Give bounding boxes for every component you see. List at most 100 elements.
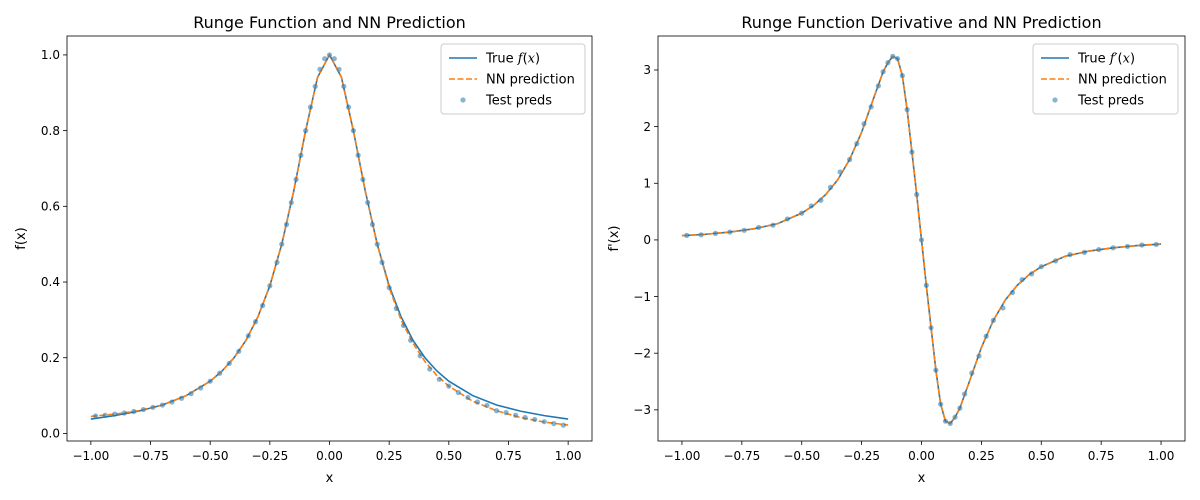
chart-right-test-point	[1139, 242, 1145, 248]
chart-left-test-point	[283, 221, 290, 228]
chart-right-legend-nn-label: NN prediction	[1078, 73, 1167, 88]
chart-right-x-tick-label: −0.25	[843, 449, 880, 463]
chart-right-test-point	[885, 60, 891, 66]
chart-left-test-point	[474, 399, 481, 405]
chart-left-test-point	[408, 337, 414, 343]
chart-right-legend-true-open: (	[1118, 52, 1123, 67]
chart-left-legend-true-open: (	[523, 52, 528, 67]
chart-left-x-tick-label: −0.75	[132, 449, 169, 463]
chart-right-test-point	[894, 56, 901, 62]
chart-right-x-tick-label: 0.25	[968, 449, 995, 463]
chart-right-x-tick-label: 0.75	[1088, 449, 1115, 463]
chart-left-test-point	[522, 414, 528, 421]
chart-right-legend-true-word: True	[1077, 52, 1110, 67]
chart-right-title: Runge Function Derivative and NN Predict…	[741, 13, 1101, 32]
chart-left-y-tick-label: 0.2	[41, 351, 60, 365]
chart-left-x-ticks: −1.00 −0.75 −0.50 −0.25 0.00 0.25 0.50 0.75 1.00	[72, 441, 581, 463]
chart-left-test-point	[112, 411, 118, 417]
chart-right-test-point	[861, 121, 867, 127]
chart-right-test-point	[1000, 305, 1006, 311]
chart-left-x-axis-label: x	[326, 471, 334, 486]
chart-left-test-point	[198, 385, 204, 391]
chart-right-test-point	[928, 325, 934, 331]
chart-left-y-tick-label: 0.8	[41, 124, 60, 138]
chart-right-test-point	[969, 370, 975, 376]
chart-left-title: Runge Function and NN Prediction	[193, 13, 466, 32]
chart-left-test-point	[446, 383, 452, 389]
chart-right-x-tick-label: −1.00	[664, 449, 701, 463]
chart-left-test-point	[350, 128, 356, 134]
chart-right-y-tick-label: 3	[643, 63, 651, 77]
chart-left-test-point	[379, 259, 385, 265]
chart-right-test-point	[684, 232, 690, 238]
chart-right-test-point	[1053, 258, 1059, 264]
chart-right-x-tick-label: 0.00	[908, 449, 935, 463]
chart-right-test-point	[854, 141, 860, 147]
chart-right-legend-true-close: )	[1130, 52, 1135, 67]
chart-right-test-point	[957, 405, 963, 411]
chart-left-test-point	[493, 408, 500, 414]
chart-left-test-point	[345, 104, 352, 110]
chart-right-test-point	[784, 216, 790, 222]
chart-left-test-point	[131, 408, 137, 415]
chart-left-y-tick-label: 1.0	[41, 48, 60, 62]
chart-right-legend-true-label: True f′(x)	[1077, 52, 1135, 67]
chart-right-test-point	[698, 232, 704, 238]
chart-right-test-point	[899, 73, 905, 79]
chart-right-legend: True f′(x) NN prediction Test preds	[1032, 43, 1179, 115]
chart-left-test-point	[336, 66, 342, 72]
chart-left-x-tick-label: 0.00	[316, 449, 343, 463]
chart-left-test-point	[169, 399, 175, 405]
chart-right-test-point	[880, 69, 886, 75]
chart-right-test-point	[914, 192, 920, 198]
chart-right-legend-true-x: x	[1123, 52, 1131, 67]
chart-left-x-tick-label: 0.75	[495, 449, 522, 463]
chart-left-test-point	[393, 305, 399, 312]
chart-left-test-point	[307, 104, 314, 110]
chart-left-legend-true-f: f	[517, 52, 525, 67]
chart-left-marks	[90, 52, 569, 428]
chart-left-legend: True f(x) NN prediction Test preds	[440, 43, 586, 115]
chart-left-x-tick-label: 1.00	[555, 449, 582, 463]
chart-right-y-tick-label: −3	[633, 403, 651, 417]
chart-left-test-point	[326, 52, 333, 58]
chart-right-test-point	[1153, 241, 1159, 248]
chart-left-y-tick-label: 0.6	[41, 200, 60, 214]
chart-left-x-tick-label: −0.50	[192, 449, 229, 463]
chart-left-test-point	[541, 419, 547, 425]
chart-left-legend-test-label: Test preds	[485, 94, 552, 109]
chart-left-test-point	[178, 395, 185, 401]
chart-left-test-point	[436, 376, 442, 382]
chart-left-x-tick-label: 0.50	[435, 449, 462, 463]
chart-left-legend-frame	[440, 43, 586, 115]
chart-right-test-point	[827, 184, 834, 190]
chart-right-test-point	[890, 53, 896, 59]
chart-right-x-tick-label: −0.75	[723, 449, 760, 463]
chart-left-y-ticks: 0.0 0.2 0.4 0.6 0.8 1.0	[41, 48, 67, 441]
chart-left-test-point	[417, 353, 423, 359]
chart-left-test-point	[140, 406, 146, 413]
chart-left-test-point	[236, 348, 242, 354]
chart-right-test-point	[875, 83, 881, 89]
chart-right-test-point	[1096, 246, 1102, 253]
chart-right-test-point	[938, 401, 944, 407]
chart-right-test-point	[868, 104, 874, 110]
chart-left-test-point	[217, 370, 223, 376]
chart-right-test-point	[947, 420, 953, 427]
chart-left-test-point	[360, 176, 366, 183]
chart-left-test-point	[102, 412, 108, 418]
chart-right-legend-test-label: Test preds	[1077, 94, 1144, 109]
chart-right-x-tick-label: 1.00	[1148, 449, 1175, 463]
chart-right-test-point	[1029, 271, 1035, 277]
chart-left-test-point	[331, 56, 337, 62]
chart-left-test-point	[274, 259, 280, 265]
chart-right-y-tick-label: −1	[633, 290, 651, 304]
chart-left-test-point	[513, 412, 519, 418]
chart-left-legend-true-label: True f(x)	[485, 52, 540, 67]
chart-right-x-ticks: −1.00 −0.75 −0.50 −0.25 0.00 0.25 0.50 0.75 1.00	[664, 441, 1175, 463]
chart-right-y-ticks: −3 −2 −1 0 1 2 3	[633, 63, 658, 417]
chart-left: Runge Function and NN Prediction −1.00 −0…	[14, 13, 593, 486]
chart-right-y-tick-label: 0	[643, 233, 651, 247]
chart-left-legend-true-close: )	[535, 52, 540, 67]
chart-left-test-point	[303, 128, 309, 134]
